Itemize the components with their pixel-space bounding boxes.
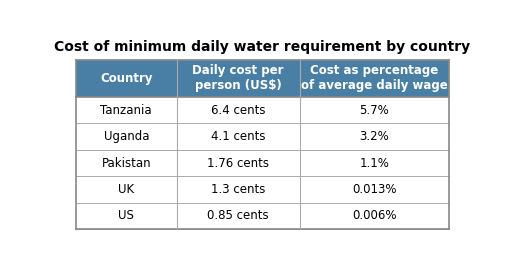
Text: 0.006%: 0.006% <box>352 209 397 222</box>
Text: Cost as percentage
of average daily wage: Cost as percentage of average daily wage <box>301 64 447 92</box>
Text: 0.013%: 0.013% <box>352 183 397 196</box>
Text: 1.3 cents: 1.3 cents <box>211 183 265 196</box>
Text: Cost of minimum daily water requirement by country: Cost of minimum daily water requirement … <box>54 40 471 53</box>
Text: US: US <box>118 209 134 222</box>
Text: Uganda: Uganda <box>103 130 149 143</box>
Text: Pakistan: Pakistan <box>101 157 151 170</box>
Text: Country: Country <box>100 72 153 85</box>
Text: 3.2%: 3.2% <box>359 130 389 143</box>
Text: Tanzania: Tanzania <box>100 104 152 117</box>
Text: Daily cost per
person (US$): Daily cost per person (US$) <box>193 64 284 92</box>
Text: 4.1 cents: 4.1 cents <box>211 130 265 143</box>
Text: 5.7%: 5.7% <box>359 104 389 117</box>
Text: 1.1%: 1.1% <box>359 157 389 170</box>
Text: 0.85 cents: 0.85 cents <box>207 209 269 222</box>
Text: 1.76 cents: 1.76 cents <box>207 157 269 170</box>
Text: 6.4 cents: 6.4 cents <box>211 104 265 117</box>
Text: UK: UK <box>118 183 134 196</box>
